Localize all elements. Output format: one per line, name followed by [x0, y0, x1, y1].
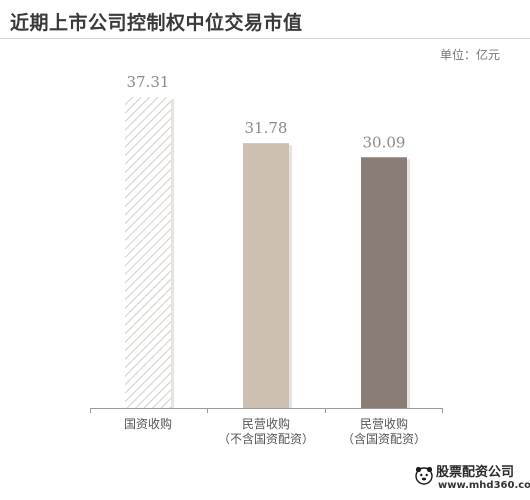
watermark-name: 股票配资公司 — [436, 465, 515, 480]
x-tick-label-1-1: 国资收购 — [124, 416, 172, 431]
x-tick-label-2-2: （不含国资配资） — [218, 431, 314, 446]
data-label-1: 37.31 — [127, 73, 170, 91]
watermark: 股票配资公司 www.mhd360.com — [414, 460, 530, 496]
unit-label: 单位：亿元 — [439, 48, 500, 62]
axis-layer: 国资收购 民营收购（不含国资配资）民营收购（含国资配资） — [90, 408, 443, 446]
data-label-3: 30.09 — [363, 133, 406, 151]
bar-1 — [125, 97, 171, 408]
chart-title: 近期上市公司控制权中位交易市值 — [10, 12, 303, 34]
bars-layer: 37.31 31.78 30.09 — [125, 73, 410, 408]
x-tick-label-3-2: （含国资配资） — [342, 431, 426, 446]
bar-3 — [361, 157, 407, 408]
x-tick-label-2-1: 民营收购 — [242, 416, 290, 431]
bear-logo-icon — [415, 466, 433, 485]
watermark-url: www.mhd360.com — [438, 480, 530, 491]
data-label-2: 31.78 — [245, 119, 288, 137]
bar-2 — [243, 143, 289, 408]
title-divider — [0, 38, 530, 39]
x-tick-label-3-1: 民营收购 — [360, 416, 408, 431]
